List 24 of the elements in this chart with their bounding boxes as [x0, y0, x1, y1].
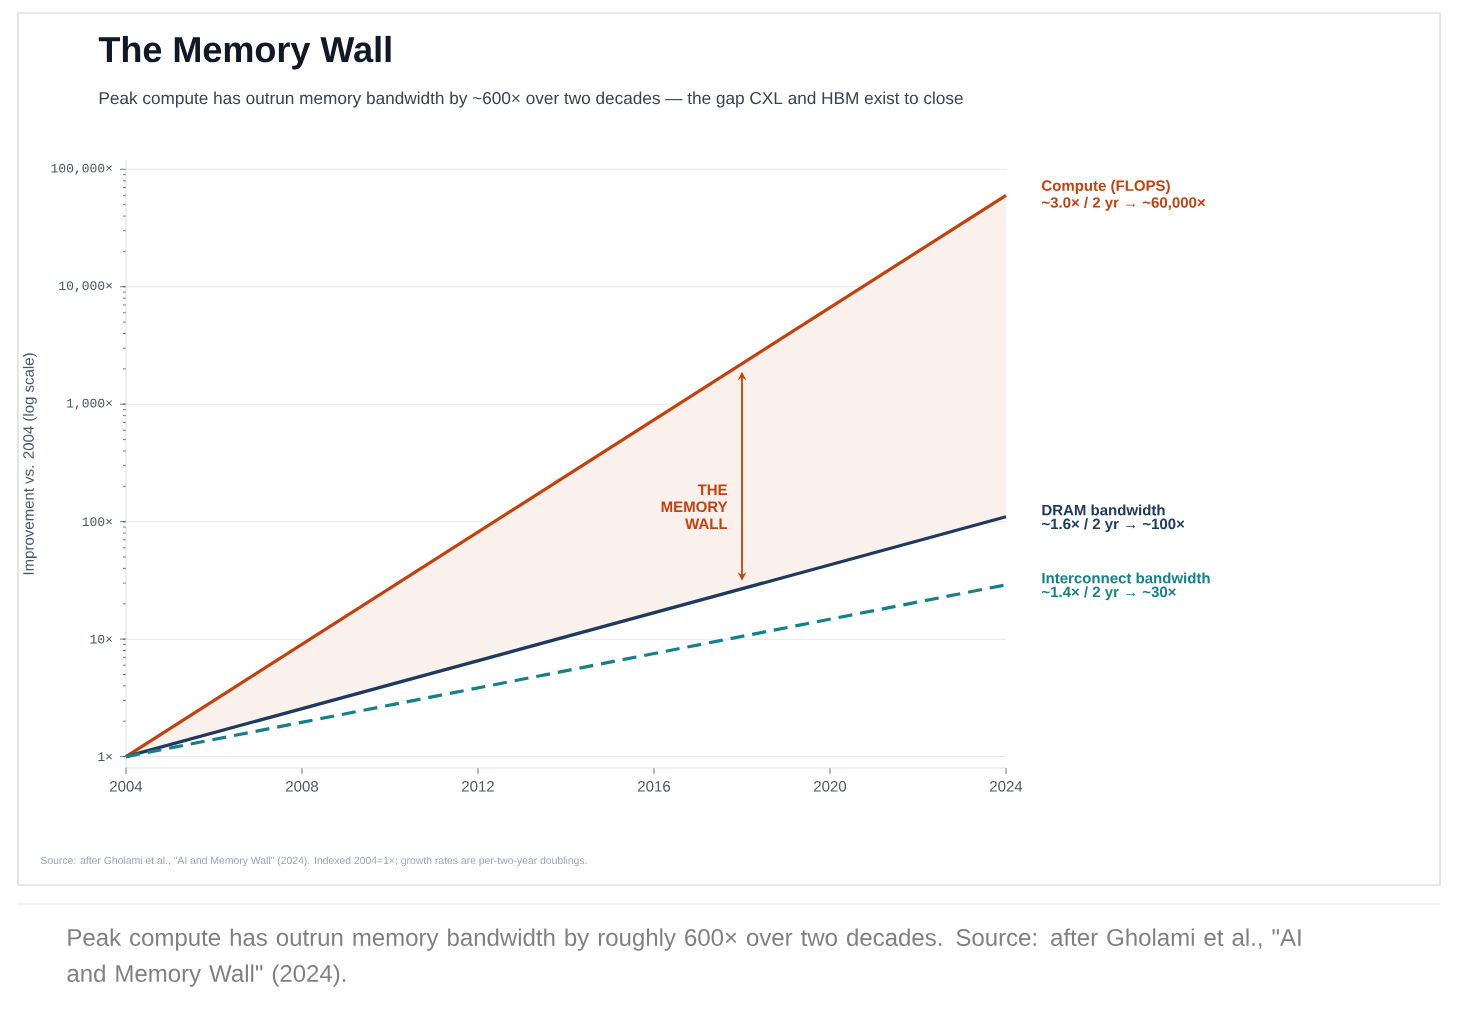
y-tick-label: 100×	[82, 517, 112, 527]
chart-title: The Memory Wall	[98, 35, 391, 70]
text: ~1.4× / 2 yr → ~30×	[1042, 586, 1176, 601]
x-tick-label: 2016	[638, 781, 671, 792]
x-tick-label: 2008	[286, 781, 319, 792]
text: ~3.0× / 2 yr → ~60,000×	[1042, 196, 1206, 211]
y-tick-label: 10×	[90, 634, 112, 644]
y-axis-title: Improvement vs. 2004 (log scale)	[22, 353, 37, 575]
text: DRAM bandwidth	[1042, 504, 1165, 516]
text: Compute (FLOPS)	[1042, 179, 1170, 194]
x-tick-label: 2012	[462, 781, 494, 792]
annotation: THE MEMORY WALL	[661, 484, 728, 529]
y-tick-label: 10,000×	[59, 281, 112, 293]
y-tick-label: 100,000×	[51, 163, 112, 175]
y-tick-label: 1×	[98, 752, 112, 761]
y-tick-label: 1,000×	[67, 398, 112, 410]
text: Interconnect bandwidth	[1042, 572, 1210, 584]
x-tick-label: 2024	[990, 781, 1023, 792]
text: ~1.6× / 2 yr → ~100×	[1042, 518, 1185, 533]
x-tick-label: 2004	[110, 781, 143, 792]
source-note: Source: after Gholami et al., "AI and Memory Wall" (2024). Indexed 2004=1×; growth rates are per-two-year doublings.	[40, 856, 587, 867]
text: Peak compute has outrun memory bandwidth by roughly 600× over two decades. Source: after Gholami et al., "AI and Memory Wall" (2024).	[67, 928, 1301, 987]
x-tick-label: 2020	[814, 781, 847, 792]
chart-subtitle: Peak compute has outrun memory bandwidth by ~600× over two decades — the gap CXL and HBM exist to close	[99, 91, 963, 108]
